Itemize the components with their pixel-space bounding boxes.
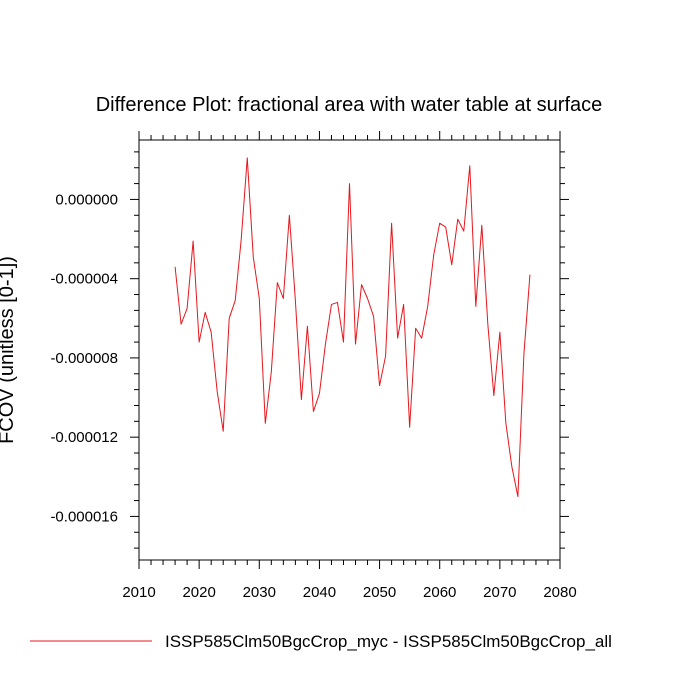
series-group bbox=[174, 157, 531, 498]
x-tick-label: 2070 bbox=[483, 584, 516, 601]
series-line bbox=[174, 157, 531, 498]
x-tick-label: 2060 bbox=[423, 584, 456, 601]
y-tick-label: -0.000004 bbox=[50, 271, 118, 288]
x-tick-label: 2020 bbox=[182, 584, 215, 601]
plot-frame bbox=[138, 139, 561, 561]
x-tick-label: 2040 bbox=[303, 584, 336, 601]
y-tick-label: -0.000012 bbox=[50, 429, 118, 446]
y-tick-label: -0.000008 bbox=[50, 350, 118, 367]
legend: ISSP585Clm50BgcCrop_myc - ISSP585Clm50Bg… bbox=[30, 632, 612, 651]
x-tick-label: 2030 bbox=[243, 584, 276, 601]
plot-area: 2010 2020 2030 2040 2050 2060 2070 2080 0.00000… bbox=[50, 131, 577, 601]
y-axis-tick-labels: 0.000000 -0.000004 -0.000008 -0.000012 -0.00… bbox=[50, 191, 118, 525]
x-axis-tick-labels: 2010 2020 2030 2040 2050 2060 2070 2080 bbox=[122, 584, 576, 601]
x-tick-label: 2010 bbox=[122, 584, 155, 601]
x-tick-label: 2050 bbox=[363, 584, 396, 601]
y-tick-label: -0.000016 bbox=[50, 508, 118, 525]
chart-title: Difference Plot: fractional area with wa… bbox=[96, 94, 603, 116]
axis-ticks bbox=[130, 131, 569, 569]
legend-label: ISSP585Clm50BgcCrop_myc - ISSP585Clm50Bg… bbox=[165, 632, 612, 651]
y-tick-label: 0.000000 bbox=[55, 191, 118, 208]
x-tick-label: 2080 bbox=[543, 584, 576, 601]
y-axis-label: FCOV (unitless [0-1]) bbox=[0, 256, 18, 444]
